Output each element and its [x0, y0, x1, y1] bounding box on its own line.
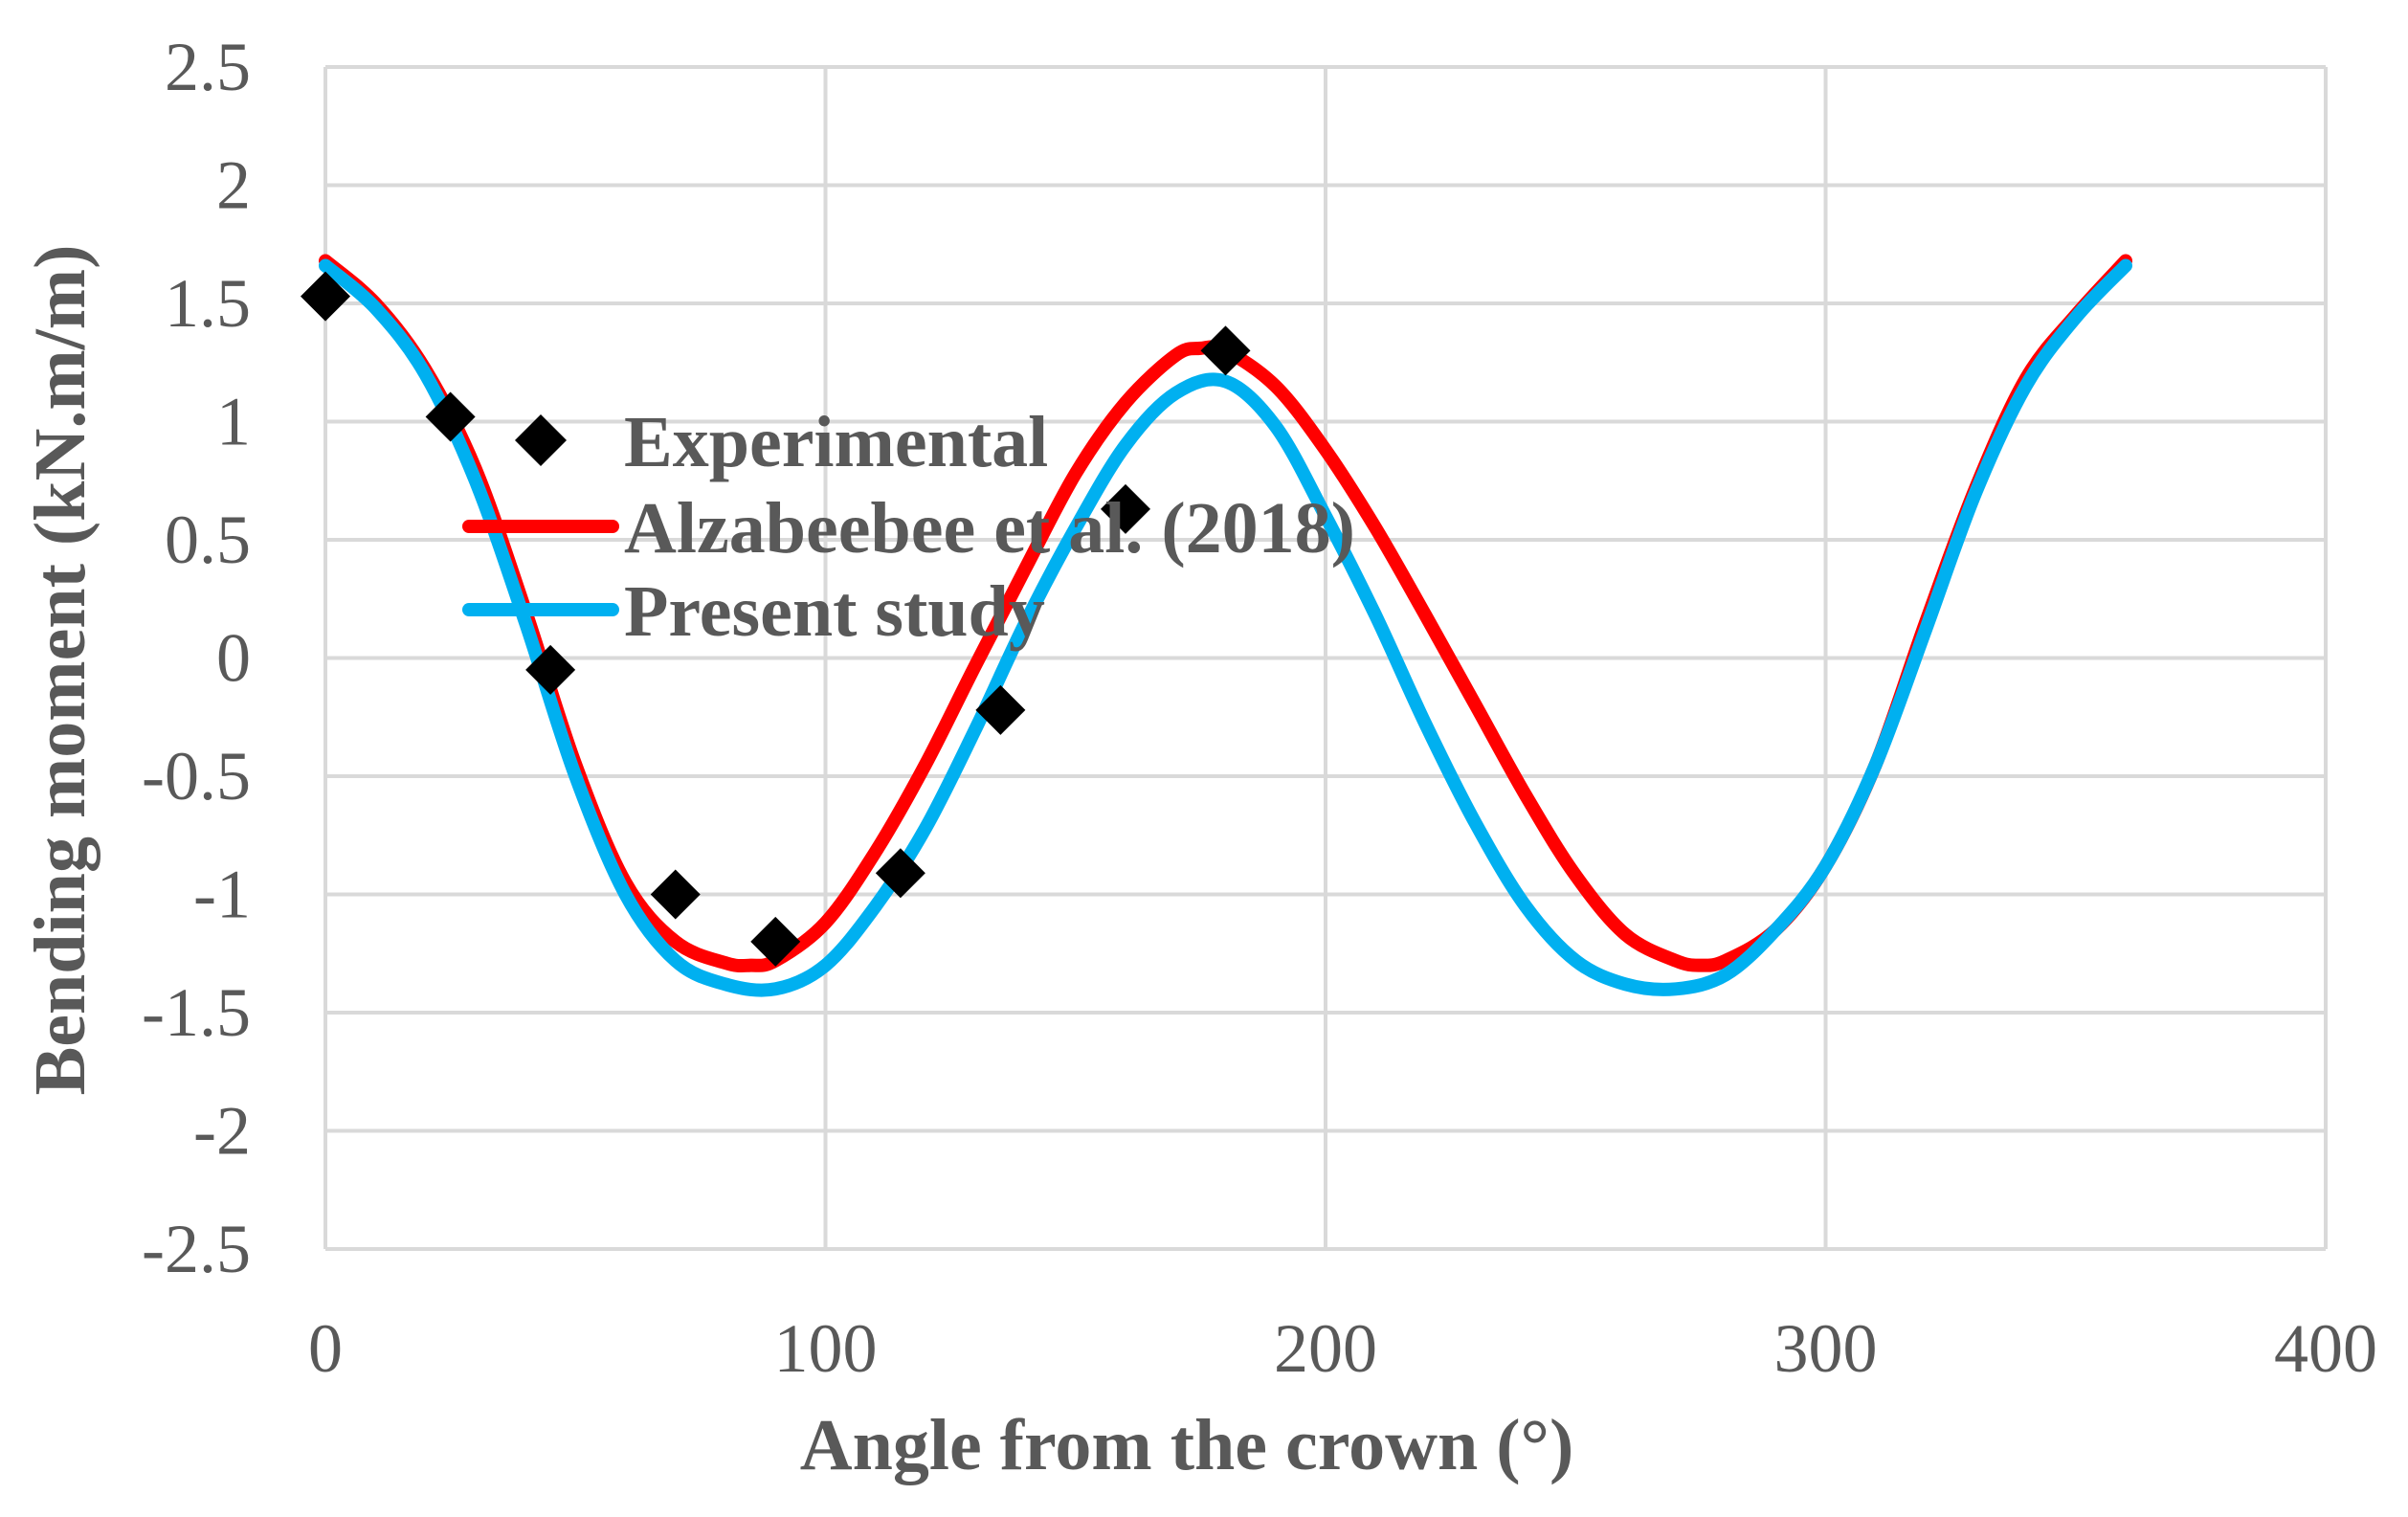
legend-marker — [515, 414, 567, 466]
plot-area — [301, 254, 2132, 997]
data-point — [750, 916, 801, 967]
y-tick-label: -1 — [193, 857, 251, 933]
y-axis-title: Bending moment (kN.m/m) — [20, 245, 100, 1096]
x-tick-label: 400 — [2274, 1310, 2377, 1387]
y-tick-label: -2 — [193, 1093, 251, 1170]
data-point — [1101, 483, 1150, 534]
data-point — [525, 644, 576, 695]
y-axis-ticks: 2.5 2 1.5 1 0.5 0 -0.5 -1 -1.5 -2 -2.5 — [142, 29, 251, 1287]
x-tick-label: 300 — [1774, 1310, 1878, 1387]
x-tick-label: 100 — [774, 1310, 878, 1387]
data-point — [425, 391, 476, 442]
x-axis-ticks: 0 100 200 300 400 — [308, 1310, 2377, 1387]
y-tick-label: 1.5 — [165, 265, 251, 342]
y-tick-label: -0.5 — [142, 738, 251, 814]
grid — [323, 65, 2328, 1251]
data-point — [875, 848, 925, 899]
data-point — [975, 684, 1026, 735]
data-point — [301, 271, 350, 322]
y-tick-label: 0 — [216, 620, 251, 697]
y-tick-label: 1 — [216, 384, 251, 460]
legend-label: Alzabeebee et al. (2018) — [624, 488, 1355, 569]
y-tick-label: -1.5 — [142, 974, 251, 1051]
legend-label: Present study — [624, 571, 1045, 652]
y-tick-label: 0.5 — [165, 502, 251, 578]
y-tick-label: 2 — [216, 147, 251, 224]
legend-label: Experimental — [624, 402, 1048, 482]
x-tick-label: 0 — [308, 1310, 343, 1387]
data-point — [650, 869, 701, 920]
x-tick-label: 200 — [1274, 1310, 1377, 1387]
y-tick-label: 2.5 — [165, 29, 251, 105]
x-axis-title: Angle from the crown (°) — [800, 1405, 1574, 1485]
series-line-1 — [319, 258, 2132, 997]
y-tick-label: -2.5 — [142, 1211, 251, 1287]
data-point — [1200, 325, 1251, 376]
